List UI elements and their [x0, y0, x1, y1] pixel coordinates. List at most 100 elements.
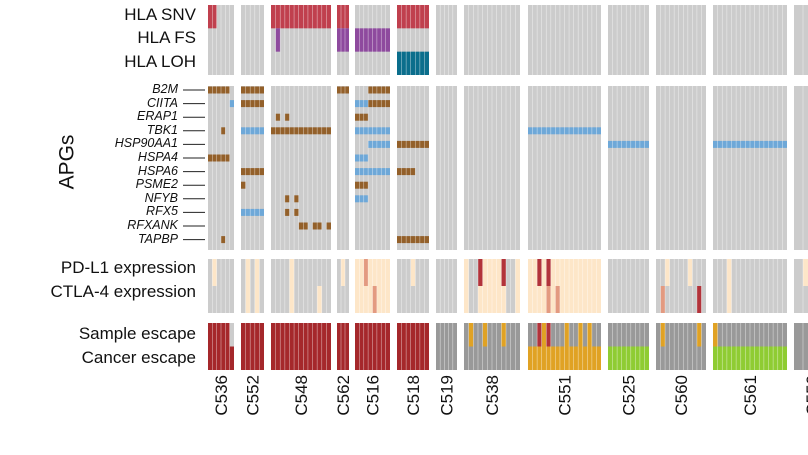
- cell-C560-esc-0-orange: [660, 323, 666, 347]
- cell-C548-apg-10-brown: [326, 222, 331, 230]
- cell-C518-apg-11-brown: [397, 236, 429, 244]
- row-label-hla-fs: HLA FS: [137, 28, 196, 47]
- cell-C562-esc-1-red: [337, 346, 349, 370]
- group-label-C561: C561: [741, 375, 760, 416]
- cell-C551-esc-0-orange: [578, 323, 583, 347]
- cell-C548-esc-1-red: [271, 346, 331, 370]
- row-label-pdl1: PD-L1 expression: [60, 258, 196, 277]
- cell-C552-apg-3-blue: [241, 127, 264, 135]
- cell-background-C550-hla: [794, 5, 808, 75]
- gene-label-hspa4: HSPA4: [137, 150, 178, 164]
- group-label-C536: C536: [212, 375, 231, 416]
- cell-C518-hla-0-snv: [397, 5, 429, 29]
- cell-C552-expr-1-peach: [245, 286, 251, 313]
- cell-C551-expr-1-salmon: [555, 286, 560, 313]
- group-label-C519: C519: [438, 375, 457, 416]
- cell-C560-esc-1-dark: [656, 346, 706, 370]
- cell-C550-expr-0-peach: [803, 259, 808, 286]
- gene-label-rfx5: RFX5: [146, 204, 178, 219]
- cell-C552-expr-0-peach: [245, 259, 251, 286]
- cell-C538-esc-0-orange: [501, 323, 506, 347]
- cell-C516-expr-1-salmon: [372, 286, 377, 313]
- cell-C552-expr-1-peach: [254, 286, 260, 313]
- cell-C548-apg-3-brown: [271, 127, 331, 135]
- cell-C552-apg-7-brown: [241, 181, 246, 189]
- group-label-C538: C538: [483, 375, 502, 416]
- cell-background-C550-apg: [794, 86, 808, 250]
- cell-C525-esc-1-green: [608, 346, 649, 370]
- row-label-ctla4: CTLA-4 expression: [50, 282, 196, 301]
- cell-background-C562-apg: [337, 86, 349, 250]
- cell-C518-esc-1-red: [397, 346, 429, 370]
- cell-C561-esc-0-orange: [713, 323, 718, 347]
- cell-background-C552-apg: [241, 86, 264, 250]
- row-label-sample-escape: Sample escape: [78, 324, 196, 343]
- cell-C536-apg-11-brown: [221, 236, 226, 244]
- cell-C551-expr-0-darkred: [546, 259, 551, 286]
- cell-background-C552-expr: [241, 259, 264, 313]
- cell-C560-expr-0-peach: [687, 259, 693, 286]
- cell-C536-esc-0-red: [208, 323, 230, 347]
- cell-C548-apg-9-brown: [284, 208, 290, 216]
- cell-C552-apg-0-brown: [241, 86, 264, 94]
- gene-label-hspa6: HSPA6: [137, 163, 178, 178]
- group-label-C562: C562: [334, 375, 353, 416]
- cell-C560-expr-0-peach: [665, 259, 670, 286]
- cell-background-C552-hla: [241, 5, 264, 75]
- cell-C525-esc-0-dark: [608, 323, 649, 347]
- gene-label-tbk1: TBK1: [146, 122, 178, 137]
- cell-C548-apg-2-brown: [284, 113, 290, 121]
- cell-C516-apg-1-blue: [355, 100, 369, 108]
- gene-label-erap1: ERAP1: [137, 109, 178, 124]
- cell-C552-esc-1-red: [241, 346, 264, 370]
- group-label-C552: C552: [244, 375, 263, 416]
- cell-C525-apg-4-blue: [608, 140, 649, 148]
- row-label-hla-snv: HLA SNV: [124, 5, 196, 24]
- cell-C552-apg-9-blue: [241, 208, 264, 216]
- row-label-cancer-escape: Cancer escape: [81, 348, 196, 367]
- cell-background-C560-apg: [656, 86, 706, 250]
- gene-label-psme2: PSME2: [135, 177, 178, 192]
- cell-C516-expr-0-salmon: [363, 259, 369, 286]
- cell-C516-apg-7-brown: [355, 181, 369, 189]
- cell-C516-apg-0-brown: [368, 86, 390, 94]
- group-label-C548: C548: [292, 375, 311, 416]
- cell-C551-esc-0-orange: [541, 323, 547, 347]
- cell-C551-expr-0-darkred: [537, 259, 542, 286]
- cell-C560-esc-0-dark: [656, 323, 706, 347]
- cell-C560-expr-1-darkred: [696, 286, 702, 313]
- cell-C516-apg-8-blue: [355, 195, 369, 203]
- gene-label-ciita: CIITA: [146, 95, 178, 110]
- cell-C516-apg-1-brown: [368, 100, 390, 108]
- cell-C538-esc-0-orange: [468, 323, 474, 347]
- gene-label-rfxank: RFXANK: [127, 218, 178, 232]
- group-label-C516: C516: [364, 375, 383, 416]
- gene-label-hsp90aa1: HSP90AA1: [114, 136, 178, 151]
- group-label-C550: C550: [803, 375, 808, 416]
- cell-C560-expr-1-salmon: [660, 286, 666, 313]
- cell-C536-apg-1-blue: [229, 100, 234, 108]
- gene-label-tapbp: TAPBP: [137, 231, 178, 246]
- cell-C550-esc-0-dark: [794, 323, 808, 347]
- gene-label-b2m: B2M: [152, 82, 178, 96]
- group-label-C551: C551: [556, 375, 575, 416]
- cell-C561-expr-1-peach: [726, 286, 732, 313]
- cell-background-C525-apg: [608, 86, 649, 250]
- cell-C551-esc-0-orange: [587, 323, 592, 347]
- cell-C548-expr-1-peach: [317, 286, 322, 313]
- cell-background-C560-hla: [656, 5, 706, 75]
- cell-C548-expr-0-peach: [289, 259, 295, 286]
- cell-background-C519-expr: [436, 259, 457, 313]
- cell-C551-expr-1-salmon: [546, 286, 551, 313]
- cell-C519-esc-1-dark: [436, 346, 457, 370]
- cell-background-C525-expr: [608, 259, 649, 313]
- row-label-hla-loh: HLA LOH: [124, 52, 196, 71]
- cell-C562-hla-1-fs: [337, 28, 349, 52]
- gene-label-nfyb: NFYB: [144, 190, 178, 205]
- cell-C548-apg-2-brown: [275, 113, 281, 121]
- cell-C536-apg-0-brown: [208, 86, 230, 94]
- cell-C518-apg-4-brown: [397, 140, 429, 148]
- cell-C516-apg-2-brown: [355, 113, 369, 121]
- cell-C536-apg-3-brown: [221, 127, 226, 135]
